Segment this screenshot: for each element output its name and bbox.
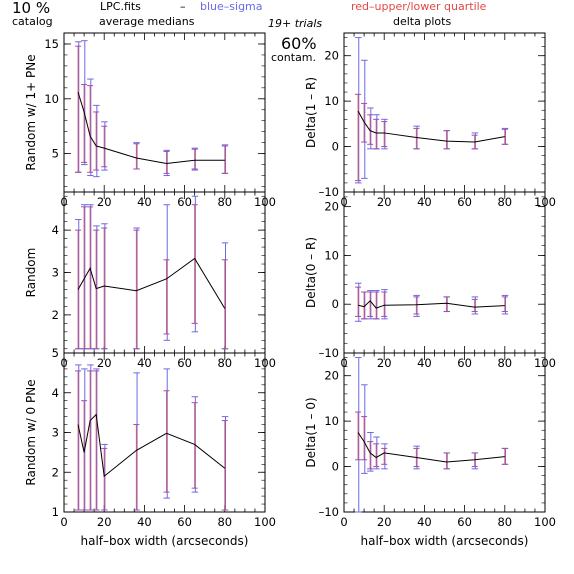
- x-tick-label: 0: [60, 515, 67, 529]
- x-tick-label: 60: [457, 356, 472, 370]
- median-line: [77, 257, 226, 309]
- y-tick-label: 2: [52, 308, 59, 322]
- y-tick-label: 0: [332, 460, 339, 474]
- median-line: [77, 413, 226, 478]
- y-tick-label: 3: [52, 266, 59, 280]
- x-tick-label: 20: [377, 195, 392, 209]
- y-tick-label: –10: [319, 505, 339, 519]
- x-tick-label: 20: [97, 195, 112, 209]
- x-tick-label: 60: [177, 356, 192, 370]
- header-dash: –: [180, 0, 186, 13]
- y-tick-label: 10: [324, 248, 339, 262]
- panel-random-0: 0 20 40 60 80 100 1 2 3 4 5 Random w/ 0 PNe half–box…: [24, 346, 276, 548]
- median-line: [357, 432, 505, 463]
- x-tick-label: 80: [217, 195, 232, 209]
- median-line: [357, 110, 505, 143]
- x-tick-label: 40: [137, 356, 152, 370]
- y-axis-label: Random w/ 0 PNe: [24, 379, 38, 485]
- header-delta-plots: delta plots: [393, 15, 451, 28]
- x-tick-label: 60: [177, 515, 192, 529]
- x-tick-label: 100: [534, 515, 556, 529]
- plot-frame: [343, 32, 546, 193]
- plot-frame: [343, 352, 546, 513]
- header-trials: 19+ trials: [268, 17, 322, 30]
- y-tick-label: 0: [332, 297, 339, 311]
- header-average-medians: average medians: [99, 15, 195, 28]
- y-tick-label: 5: [52, 346, 59, 360]
- x-tick-label: 20: [377, 515, 392, 529]
- header-lpc-fits: LPC.fits: [100, 0, 141, 13]
- y-axis-label: Random w/ 1+ PNe: [24, 54, 38, 170]
- x-tick-label: 20: [97, 356, 112, 370]
- x-tick-label: 80: [497, 195, 512, 209]
- y-tick-label: 10: [324, 94, 339, 108]
- median-line: [357, 300, 505, 309]
- y-tick-label: 20: [324, 200, 339, 214]
- plot-frame: [63, 352, 266, 513]
- header-percent-contam: 60%: [281, 34, 317, 53]
- y-tick-label: 4: [52, 223, 59, 237]
- header-percent-left: 10 %: [12, 0, 50, 17]
- x-tick-label: 60: [457, 195, 472, 209]
- y-axis-label: Delta(0 – R): [304, 237, 318, 308]
- y-tick-label: 0: [332, 140, 339, 154]
- x-tick-label: 40: [417, 195, 432, 209]
- x-tick-label: 40: [417, 356, 432, 370]
- x-tick-label: 40: [417, 515, 432, 529]
- y-tick-label: 15: [44, 37, 59, 51]
- header-blue-sigma: blue–sigma: [200, 0, 263, 13]
- y-axis-label: Delta(1 – 0): [304, 397, 318, 467]
- x-tick-label: 20: [377, 356, 392, 370]
- x-tick-label: 0: [340, 515, 347, 529]
- header-red-quartile: red–upper/lower quartile: [351, 0, 487, 13]
- x-tick-label: 80: [217, 515, 232, 529]
- plot-frame: [63, 191, 266, 354]
- x-tick-label: 80: [497, 356, 512, 370]
- y-tick-label: 20: [324, 49, 339, 63]
- x-tick-label: 80: [497, 515, 512, 529]
- y-tick-label: 2: [52, 465, 59, 479]
- y-axis-label: Random: [24, 248, 38, 298]
- x-tick-label: 20: [97, 515, 112, 529]
- plot-frame: [343, 191, 546, 354]
- x-tick-label: 40: [137, 515, 152, 529]
- y-axis-label: Delta(1 – R): [304, 77, 318, 148]
- x-axis-label: half–box width (arcseconds): [361, 534, 529, 548]
- y-tick-label: 20: [324, 369, 339, 383]
- x-tick-label: 80: [217, 356, 232, 370]
- plot-frame: [63, 32, 266, 193]
- x-tick-label: 40: [137, 195, 152, 209]
- x-tick-label: 60: [457, 515, 472, 529]
- header-catalog: catalog: [12, 15, 53, 28]
- x-tick-label: 100: [254, 515, 276, 529]
- y-tick-label: 4: [52, 386, 59, 400]
- y-tick-label: –10: [319, 346, 339, 360]
- x-tick-label: 60: [177, 195, 192, 209]
- y-tick-label: 10: [44, 92, 59, 106]
- header-contam-label: contam.: [271, 51, 316, 64]
- x-axis-label: half–box width (arcseconds): [81, 534, 249, 548]
- y-tick-label: 3: [52, 426, 59, 440]
- y-tick-label: 10: [324, 414, 339, 428]
- median-line: [77, 92, 225, 164]
- y-tick-label: 1: [52, 505, 59, 519]
- y-tick-label: 5: [52, 147, 59, 161]
- y-tick-label: –10: [319, 185, 339, 199]
